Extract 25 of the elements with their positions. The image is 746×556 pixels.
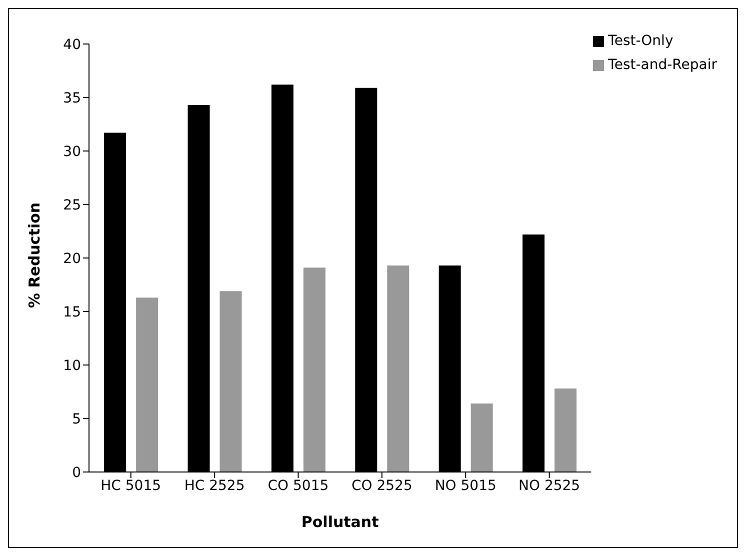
x-tick-label: HC 5015	[100, 478, 162, 494]
y-tick-label: 20	[63, 250, 81, 267]
x-axis-title: Pollutant	[301, 513, 379, 531]
y-axis-title: % Reduction	[25, 202, 44, 308]
bar	[303, 268, 326, 472]
y-tick-label: 5	[72, 411, 81, 428]
bar	[554, 388, 577, 472]
y-tick-label: 30	[63, 144, 81, 160]
bar	[136, 298, 158, 472]
y-tick-label: 25	[63, 197, 81, 214]
y-tick-label: 10	[63, 358, 81, 374]
x-tick-label: NO 5015	[434, 478, 496, 494]
legend-label: Test-and-Repair	[608, 57, 717, 73]
y-tick-label: 40	[63, 36, 81, 53]
y-tick-label: 0	[72, 464, 81, 481]
bar	[387, 265, 410, 472]
x-tick-label: HC 2525	[184, 478, 245, 494]
bar	[220, 291, 242, 472]
x-tick-label: CO 5015	[268, 478, 329, 494]
y-tick-label: 15	[63, 304, 81, 320]
legend-label: Test-Only	[608, 33, 674, 49]
bar	[470, 404, 493, 472]
x-tick-label: CO 2525	[351, 478, 412, 494]
y-tick-label: 35	[63, 90, 81, 106]
x-tick-label: NO 2525	[518, 478, 580, 494]
